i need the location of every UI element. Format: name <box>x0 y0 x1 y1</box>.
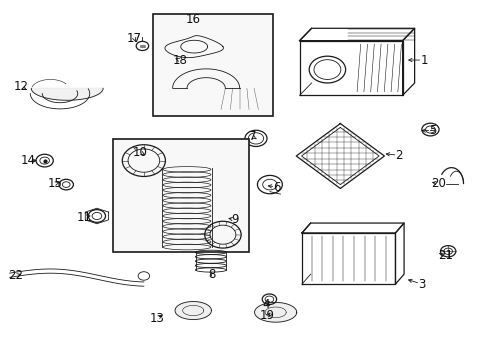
Text: 13: 13 <box>149 312 164 325</box>
Text: 10: 10 <box>133 146 148 159</box>
Text: 20: 20 <box>430 177 445 190</box>
Text: 7: 7 <box>249 130 256 143</box>
Text: 8: 8 <box>208 268 216 281</box>
Polygon shape <box>254 302 296 322</box>
Text: 18: 18 <box>172 54 187 67</box>
Text: 9: 9 <box>231 213 238 226</box>
Text: 5: 5 <box>428 124 436 137</box>
Bar <box>112 139 249 252</box>
Text: 11: 11 <box>76 211 91 224</box>
Text: 1: 1 <box>420 54 427 67</box>
Text: 6: 6 <box>272 181 280 194</box>
Text: 17: 17 <box>126 32 142 45</box>
Text: 4: 4 <box>262 298 269 311</box>
Bar <box>153 14 273 117</box>
Text: 21: 21 <box>437 249 452 262</box>
Polygon shape <box>175 302 211 320</box>
Text: 12: 12 <box>14 80 29 93</box>
Text: 14: 14 <box>20 154 35 167</box>
Text: 19: 19 <box>260 309 274 322</box>
Text: 3: 3 <box>417 278 425 291</box>
Text: 16: 16 <box>185 13 200 26</box>
Text: 2: 2 <box>395 149 402 162</box>
Text: 22: 22 <box>8 270 23 283</box>
Polygon shape <box>31 88 103 100</box>
Text: 15: 15 <box>48 177 62 190</box>
